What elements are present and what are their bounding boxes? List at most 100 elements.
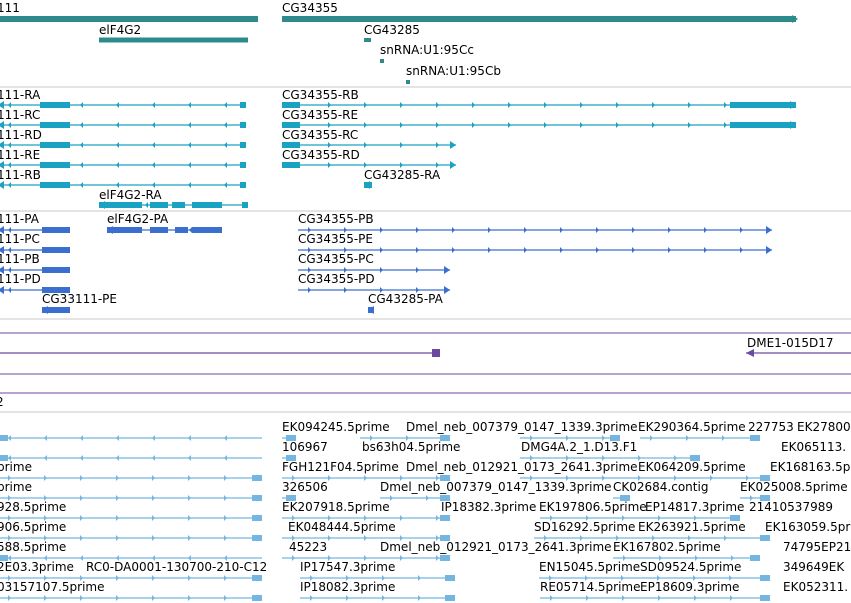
gene-feature[interactable]: snRNA:U1:95Cc <box>380 43 474 63</box>
transcript-feature[interactable]: CG34355-RB <box>282 88 796 109</box>
protein-exon[interactable] <box>42 307 70 313</box>
est-block[interactable] <box>286 435 296 441</box>
est-feature[interactable] <box>540 595 770 601</box>
transcript-exon[interactable] <box>172 202 185 208</box>
est-feature[interactable] <box>740 495 770 501</box>
protein-exon[interactable] <box>175 227 188 233</box>
protein-feature[interactable]: CG34355-PB <box>298 212 772 234</box>
est-block[interactable] <box>730 515 740 521</box>
protein-exon[interactable] <box>150 227 168 233</box>
est-feature[interactable] <box>0 555 262 561</box>
transcript-feature[interactable]: CG43285-RA <box>364 168 441 189</box>
repeat-feature-end[interactable] <box>746 349 754 357</box>
protein-feature[interactable]: 111-PB <box>0 252 70 274</box>
est-block[interactable] <box>445 575 455 581</box>
est-block[interactable] <box>252 495 262 501</box>
est-feature[interactable] <box>0 595 262 601</box>
protein-feature[interactable]: CG34355-PC <box>298 252 450 274</box>
est-feature[interactable] <box>640 435 760 441</box>
est-feature[interactable] <box>282 455 296 461</box>
est-feature[interactable] <box>282 555 450 561</box>
transcript-exon[interactable] <box>282 142 300 148</box>
est-feature[interactable] <box>282 435 296 441</box>
est-feature[interactable] <box>539 575 770 581</box>
gene-bar[interactable] <box>0 16 258 22</box>
est-block[interactable] <box>440 475 450 481</box>
est-block[interactable] <box>760 495 770 501</box>
est-feature[interactable] <box>520 475 770 481</box>
est-feature[interactable] <box>0 495 262 501</box>
est-block[interactable] <box>286 455 296 461</box>
est-block[interactable] <box>750 555 760 561</box>
transcript-exon[interactable] <box>99 202 142 208</box>
transcript-exon[interactable] <box>240 102 246 108</box>
transcript-exon[interactable] <box>282 122 300 128</box>
transcript-exon[interactable] <box>240 182 246 188</box>
est-feature[interactable] <box>282 515 450 521</box>
est-block[interactable] <box>760 595 770 601</box>
est-block[interactable] <box>760 575 770 581</box>
protein-exon[interactable] <box>42 287 70 293</box>
protein-feature[interactable]: CG34355-PD <box>298 272 450 294</box>
protein-exon[interactable] <box>42 267 70 273</box>
protein-feature[interactable]: elF4G2-PA <box>107 212 222 234</box>
est-block[interactable] <box>252 595 262 601</box>
est-block[interactable] <box>0 555 8 561</box>
gene-bar[interactable] <box>282 16 796 22</box>
transcript-exon[interactable] <box>730 102 796 108</box>
protein-feature[interactable]: 111-PC <box>0 232 70 254</box>
transcript-exon[interactable] <box>240 122 246 128</box>
transcript-exon[interactable] <box>240 142 246 148</box>
transcript-exon[interactable] <box>242 202 248 208</box>
protein-exon[interactable] <box>192 227 222 233</box>
est-feature[interactable] <box>0 515 262 521</box>
transcript-exon[interactable] <box>40 102 70 108</box>
est-feature[interactable] <box>300 595 455 601</box>
est-block[interactable] <box>620 495 630 501</box>
est-block[interactable] <box>750 435 760 441</box>
transcript-exon[interactable] <box>40 182 70 188</box>
est-block[interactable] <box>760 475 770 481</box>
est-block[interactable] <box>0 455 8 461</box>
est-feature[interactable] <box>380 495 450 501</box>
est-block[interactable] <box>440 515 450 521</box>
gene-bar[interactable] <box>406 80 410 84</box>
est-block[interactable] <box>252 475 262 481</box>
est-feature[interactable] <box>540 515 740 521</box>
gene-feature[interactable]: CG34355 <box>282 1 798 23</box>
transcript-feature[interactable]: elF4G2-RA <box>99 188 248 209</box>
est-block[interactable] <box>440 535 450 541</box>
transcript-feature[interactable]: 111-RC <box>0 108 246 129</box>
protein-feature[interactable]: CG43285-PA <box>368 292 444 314</box>
transcript-exon[interactable] <box>40 162 70 168</box>
est-block[interactable] <box>690 455 700 461</box>
gene-feature[interactable]: 111 <box>0 1 258 22</box>
est-block[interactable] <box>440 435 450 441</box>
gene-bar[interactable] <box>364 38 371 42</box>
gene-bar[interactable] <box>99 37 248 43</box>
transcript-feature[interactable]: CG34355-RD <box>282 148 456 169</box>
protein-feature[interactable]: CG33111-PE <box>42 292 117 314</box>
est-block[interactable] <box>286 495 296 501</box>
transcript-exon[interactable] <box>730 122 796 128</box>
est-block[interactable] <box>0 435 8 441</box>
est-block[interactable] <box>252 515 262 521</box>
est-feature[interactable] <box>300 575 455 581</box>
est-block[interactable] <box>252 575 262 581</box>
est-feature[interactable] <box>0 475 262 481</box>
est-feature[interactable] <box>282 535 450 541</box>
transcript-feature[interactable]: 111-RE <box>0 148 246 169</box>
est-feature[interactable] <box>282 475 450 481</box>
est-feature[interactable] <box>360 435 450 441</box>
est-feature[interactable] <box>613 495 630 501</box>
transcript-exon[interactable] <box>282 102 300 108</box>
est-block[interactable] <box>440 495 450 501</box>
est-block[interactable] <box>610 435 620 441</box>
gene-feature[interactable]: snRNA:U1:95Cb <box>406 64 501 84</box>
est-block[interactable] <box>252 535 262 541</box>
est-block[interactable] <box>760 535 770 541</box>
protein-feature[interactable]: CG34355-PE <box>298 232 772 254</box>
est-feature[interactable] <box>0 575 262 581</box>
